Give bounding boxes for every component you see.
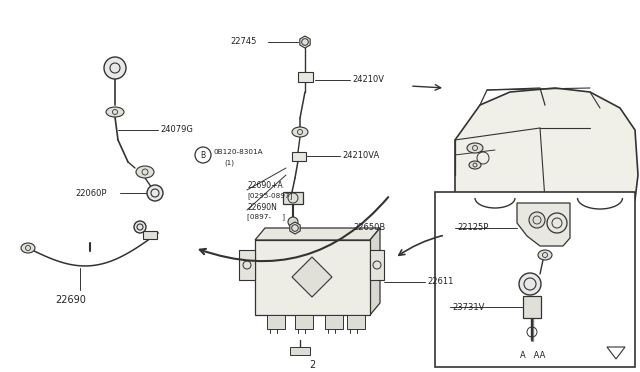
Circle shape	[288, 217, 298, 227]
Bar	[290, 347, 310, 355]
Text: 22745: 22745	[230, 38, 257, 46]
Text: 24210VA: 24210VA	[342, 151, 380, 160]
Circle shape	[134, 221, 146, 233]
Bar	[283, 192, 303, 204]
Text: 22611: 22611	[427, 278, 453, 286]
Circle shape	[147, 185, 163, 201]
Bar	[239, 250, 255, 280]
Bar	[295, 315, 313, 329]
Text: [0897-     ]: [0897- ]	[247, 214, 285, 220]
Ellipse shape	[136, 166, 154, 178]
Text: B: B	[200, 151, 205, 160]
Text: 22690N: 22690N	[247, 202, 277, 212]
Polygon shape	[300, 36, 310, 48]
Ellipse shape	[538, 250, 552, 260]
Text: [0295-0897]: [0295-0897]	[247, 193, 292, 199]
Polygon shape	[255, 228, 380, 240]
Polygon shape	[517, 203, 570, 246]
Text: 2: 2	[309, 360, 315, 370]
Text: 22060P: 22060P	[75, 189, 106, 198]
Ellipse shape	[21, 243, 35, 253]
Bar	[523, 296, 541, 318]
Polygon shape	[292, 257, 332, 297]
Text: 24210V: 24210V	[352, 76, 384, 84]
Polygon shape	[607, 347, 625, 359]
Bar	[255, 240, 370, 315]
Circle shape	[104, 57, 126, 79]
Polygon shape	[455, 88, 638, 200]
Text: 0B120-8301A: 0B120-8301A	[213, 149, 262, 155]
Circle shape	[519, 273, 541, 295]
Bar	[370, 250, 384, 280]
Text: A   AA: A AA	[520, 350, 545, 359]
Polygon shape	[370, 228, 380, 315]
Text: 23731V: 23731V	[452, 302, 484, 311]
Bar	[298, 72, 313, 82]
Polygon shape	[290, 222, 300, 234]
Circle shape	[547, 213, 567, 233]
Ellipse shape	[292, 127, 308, 137]
Bar	[143, 231, 157, 239]
Bar	[325, 315, 343, 329]
Text: 22125P: 22125P	[457, 224, 488, 232]
Bar	[292, 152, 306, 161]
Bar	[347, 315, 365, 329]
Text: (1): (1)	[224, 160, 234, 166]
Text: 22690: 22690	[55, 295, 86, 305]
Ellipse shape	[467, 143, 483, 153]
Text: 24079G: 24079G	[160, 125, 193, 135]
Bar	[435, 192, 635, 367]
Ellipse shape	[469, 161, 481, 169]
Text: 22650B: 22650B	[353, 224, 385, 232]
Circle shape	[529, 212, 545, 228]
Ellipse shape	[106, 107, 124, 117]
Text: 22690+A: 22690+A	[247, 182, 283, 190]
Bar	[267, 315, 285, 329]
